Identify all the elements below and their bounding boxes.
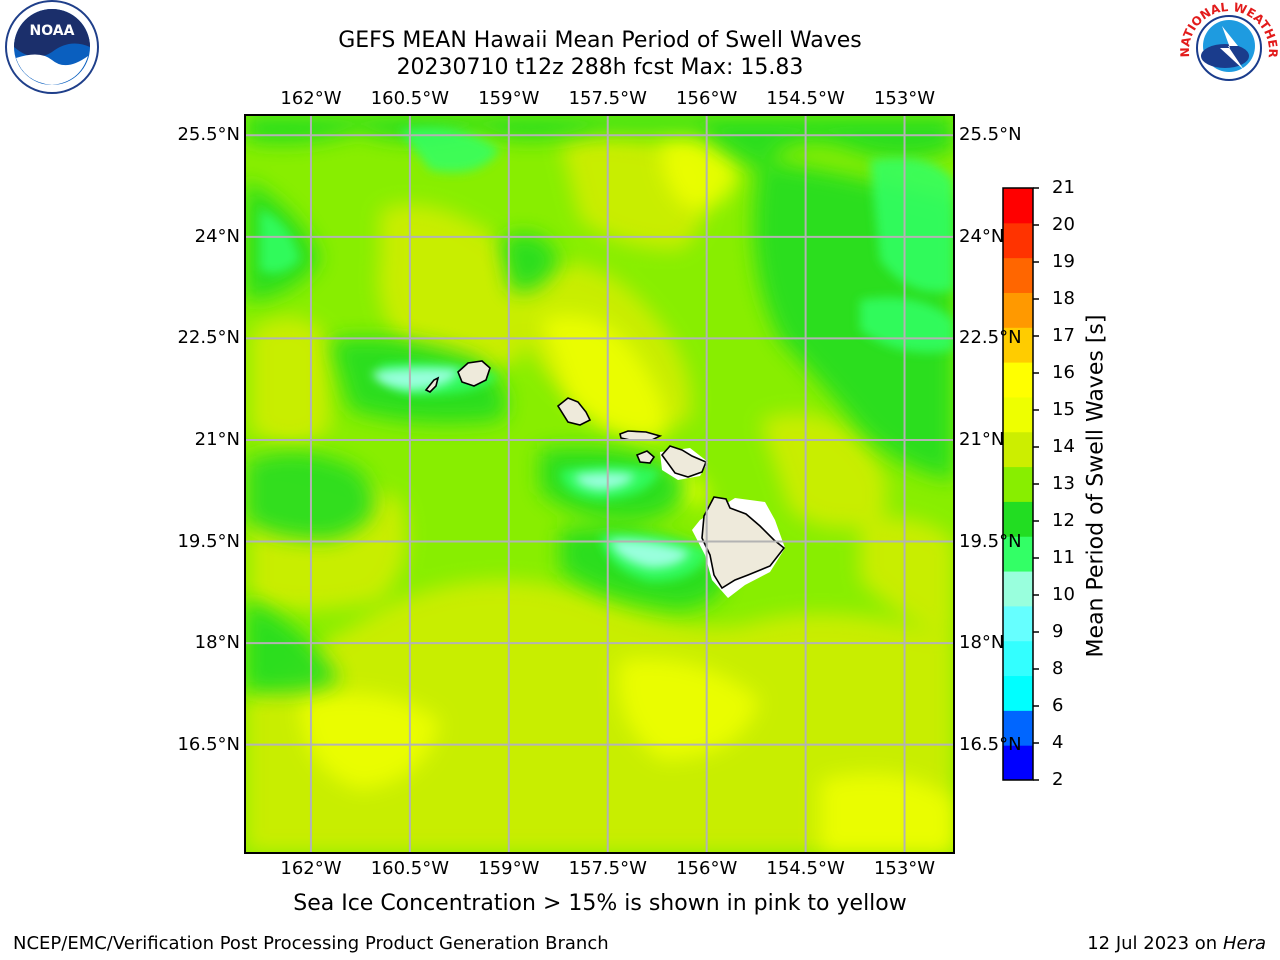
colorbar-segment [1003, 710, 1033, 746]
lat-tick-label-right: 25.5°N [959, 124, 1022, 146]
colorbar-tick-label: 19 [1052, 251, 1075, 272]
lon-tick-label-top: 159°W [478, 88, 540, 109]
lat-tick-label-left: 25.5°N [177, 124, 240, 146]
colorbar-tick-label: 17 [1052, 325, 1075, 346]
footer-date-text: 12 Jul 2023 on [1087, 933, 1223, 954]
colorbar-segment [1003, 536, 1033, 572]
colorbar-segment [1003, 396, 1033, 433]
lon-tick-label-bottom: 154.5°W [766, 858, 845, 879]
colorbar-tick-label: 4 [1052, 732, 1064, 753]
lat-tick-label-right: 24°N [959, 225, 1005, 247]
lon-tick-label-bottom: 153°W [873, 858, 936, 879]
gridlines [245, 115, 954, 853]
colorbar-tick-label: 6 [1052, 695, 1064, 716]
colorbar-tick-label: 13 [1052, 473, 1075, 494]
lon-tick-label-top: 157.5°W [568, 88, 647, 109]
colorbar-segment [1003, 501, 1033, 537]
lat-tick-label-right: 21°N [959, 428, 1005, 450]
lat-tick-label-right: 22.5°N [959, 327, 1022, 349]
swell-period-field [245, 115, 954, 853]
colorbar-tick-label: 14 [1052, 436, 1075, 457]
island-molokai [619, 430, 663, 441]
colorbar-tick-label: 11 [1052, 547, 1075, 568]
colorbar-frame [1002, 187, 1034, 781]
colorbar-segment [1003, 675, 1033, 711]
colorbar-tick-label: 10 [1052, 584, 1075, 605]
lat-tick-label-right: 16.5°N [959, 733, 1022, 755]
colorbar-segment [1003, 605, 1033, 642]
lon-tick-label-bottom: 160.5°W [370, 858, 450, 879]
lat-tick-label-left: 24°N [194, 225, 240, 247]
lon-tick-label-bottom: 159°W [478, 858, 540, 879]
colorbar-segment [1003, 292, 1033, 328]
colorbar-tick-label: 12 [1052, 510, 1075, 531]
island-lanai [635, 450, 656, 464]
colorbar-segment [1003, 362, 1033, 398]
colorbar-tick-label: 2 [1052, 769, 1064, 790]
lon-tick-label-bottom: 162°W [280, 858, 342, 879]
sea-ice-note: Sea Ice Concentration > 15% is shown in … [293, 891, 907, 916]
lon-tick-label-top: 156°W [676, 88, 738, 109]
lon-tick-label-bottom: 156°W [676, 858, 738, 879]
colorbar-segment [1003, 640, 1033, 677]
lat-tick-label-left: 18°N [194, 632, 240, 654]
lat-tick-label-right: 19.5°N [959, 530, 1022, 552]
island-niihau [424, 376, 440, 393]
colorbar-tick-label: 9 [1052, 621, 1064, 642]
lat-tick-label-right: 18°N [959, 632, 1005, 654]
colorbar-tick-label: 15 [1052, 399, 1075, 420]
lon-tick-label-bottom: 157.5°W [568, 858, 647, 879]
colorbar-tick-label: 18 [1052, 288, 1075, 309]
noaa-logo: NOAA [5, 0, 99, 94]
colorbar-tick-label: 21 [1052, 177, 1075, 198]
lon-tick-label-top: 162°W [280, 88, 342, 109]
island-kauai [457, 360, 491, 387]
colorbar-tick-label: 16 [1052, 362, 1075, 383]
colorbar-segment [1003, 257, 1033, 293]
colorbar-label: Mean Period of Swell Waves [s] [1083, 314, 1109, 658]
lat-tick-label-left: 21°N [194, 428, 240, 450]
colorbar-tick-label: 8 [1052, 658, 1064, 679]
lon-tick-label-top: 160.5°W [370, 88, 450, 109]
colorbar-segment [1003, 222, 1033, 259]
colorbar-tick-label: 20 [1052, 214, 1075, 235]
lon-tick-label-top: 154.5°W [766, 88, 845, 109]
chart-title: GEFS MEAN Hawaii Mean Period of Swell Wa… [338, 28, 862, 53]
footer-date: 12 Jul 2023 on Hera [1087, 933, 1266, 954]
hawaiian-islands [424, 360, 786, 590]
footer-machine: Hera [1222, 933, 1266, 954]
island-oahu [556, 397, 592, 426]
colorbar [1003, 187, 1039, 781]
colorbar-segment [1003, 327, 1033, 363]
lat-tick-label-left: 19.5°N [177, 530, 240, 552]
colorbar-segment [1003, 466, 1033, 502]
map-frame [244, 114, 955, 854]
colorbar-segment [1003, 431, 1033, 468]
lat-tick-label-left: 16.5°N [177, 733, 240, 755]
lat-tick-label-left: 22.5°N [177, 327, 240, 349]
colorbar-segment [1003, 745, 1033, 781]
colorbar-segment [1003, 188, 1033, 224]
chart-subtitle: 20230710 t12z 288h fcst Max: 15.83 [396, 55, 804, 80]
lon-tick-label-top: 153°W [873, 88, 936, 109]
noaa-logo-text: NOAA [30, 23, 75, 39]
footer-branch: NCEP/EMC/Verification Post Processing Pr… [13, 933, 609, 954]
colorbar-segment [1003, 571, 1033, 607]
